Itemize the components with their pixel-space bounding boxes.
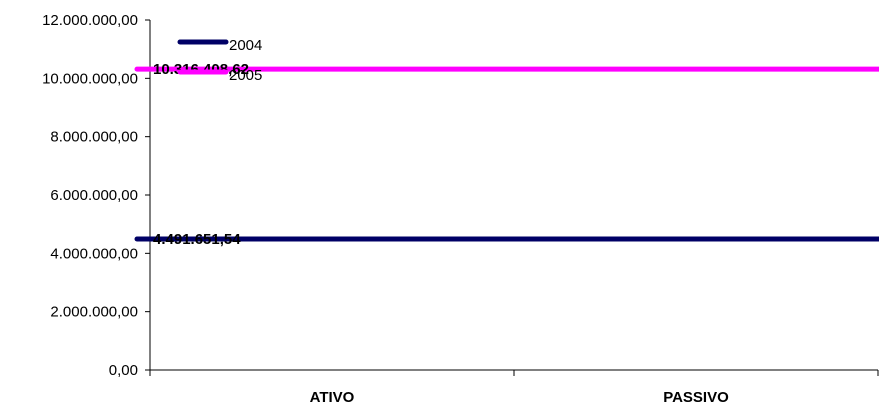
x-category-label: PASSIVO: [663, 389, 729, 405]
y-tick-label: 2.000.000,00: [50, 304, 138, 321]
x-category-label: ATIVO: [310, 389, 355, 405]
y-tick-label: 6.000.000,00: [50, 187, 138, 204]
series-lines: 4.491.651,544.491.651,5410.316.408,6210.…: [134, 61, 879, 248]
y-ticks: 0,00 2.000.000,00 4.000.000,00 6.000.000,00…: [42, 12, 150, 379]
y-tick-label: 10.000.000,00: [42, 70, 138, 87]
y-tick-label: 4.000.000,00: [50, 245, 138, 262]
y-tick-label: 0,00: [109, 362, 138, 379]
x-ticks: ATIVO PASSIVO: [149, 370, 879, 405]
legend-label-2005: 2005: [229, 67, 262, 84]
data-label: 4.491.651,54: [153, 231, 241, 248]
y-tick-label: 8.000.000,00: [50, 129, 138, 146]
legend: 2004 2005: [177, 37, 262, 84]
legend-label-2004: 2004: [229, 37, 262, 54]
y-tick-label: 12.000.000,00: [42, 12, 138, 29]
